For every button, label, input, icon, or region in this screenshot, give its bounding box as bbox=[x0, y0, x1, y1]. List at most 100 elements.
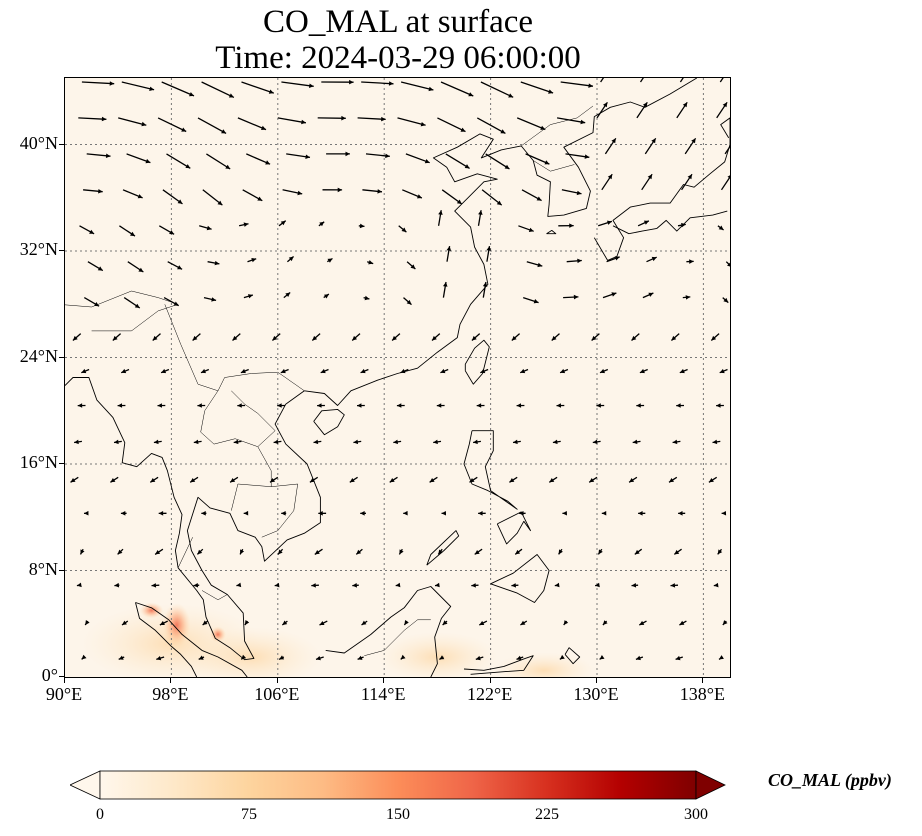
wind-arrowhead bbox=[357, 403, 362, 408]
wind-arrowhead bbox=[121, 368, 127, 374]
wind-arrowhead bbox=[441, 511, 446, 516]
lon-tick-mark bbox=[702, 678, 704, 683]
lat-tick-label: 0° bbox=[41, 665, 58, 685]
wind-arrowhead bbox=[381, 116, 386, 122]
wind-arrowhead bbox=[137, 194, 143, 199]
wind-arrowhead bbox=[552, 439, 558, 445]
wind-arrowhead bbox=[711, 335, 717, 341]
wind-arrowhead bbox=[311, 583, 316, 588]
lon-tick-mark bbox=[383, 678, 385, 683]
wind-arrowhead bbox=[185, 164, 191, 169]
wind-arrowhead bbox=[410, 264, 416, 269]
wind-arrowhead bbox=[97, 266, 103, 271]
wind-arrowhead bbox=[352, 335, 357, 341]
wind-arrowhead bbox=[197, 549, 203, 555]
wind-vector bbox=[78, 117, 107, 120]
wind-arrowhead bbox=[474, 550, 480, 555]
wind-arrowhead bbox=[611, 292, 617, 297]
coastline bbox=[65, 377, 321, 661]
wind-arrowhead bbox=[424, 159, 430, 164]
wind-arrowhead bbox=[651, 138, 656, 144]
wind-arrowhead bbox=[193, 439, 199, 445]
wind-arrowhead bbox=[721, 511, 727, 516]
wind-arrowhead bbox=[313, 439, 319, 445]
coastline bbox=[463, 430, 518, 510]
wind-arrowhead bbox=[80, 549, 85, 555]
coastline bbox=[593, 117, 730, 261]
wind-arrowhead bbox=[406, 299, 412, 305]
coastline bbox=[612, 210, 728, 235]
lon-tick-mark bbox=[596, 678, 597, 683]
wind-vector bbox=[724, 145, 730, 155]
lon-tick-mark bbox=[64, 678, 65, 683]
colorbar-label: CO_MAL (ppbv) bbox=[768, 770, 892, 790]
wind-arrowhead bbox=[719, 368, 725, 374]
wind-arrowhead bbox=[281, 511, 286, 516]
wind-arrowhead bbox=[475, 655, 481, 661]
lat-tick-mark bbox=[59, 569, 64, 571]
wind-arrowhead bbox=[632, 439, 638, 445]
wind-vector bbox=[400, 81, 434, 91]
wind-arrowhead bbox=[240, 549, 245, 555]
wind-arrowhead bbox=[516, 403, 522, 408]
wind-arrowhead bbox=[118, 655, 124, 660]
country-border bbox=[261, 483, 298, 538]
wind-arrowhead bbox=[280, 368, 286, 374]
wind-arrowhead bbox=[589, 478, 595, 483]
lat-tick-mark bbox=[59, 463, 64, 465]
country-border bbox=[533, 160, 575, 172]
wind-arrowhead bbox=[101, 116, 107, 122]
wind-arrowhead bbox=[607, 174, 613, 180]
wind-arrowhead bbox=[681, 222, 686, 228]
wind-arrowhead bbox=[159, 620, 165, 625]
wind-arrowhead bbox=[94, 302, 100, 307]
wind-arrowhead bbox=[471, 583, 476, 588]
wind-vector bbox=[206, 153, 231, 170]
lat-tick-mark bbox=[59, 356, 64, 358]
wind-arrowhead bbox=[549, 478, 555, 483]
wind-arrowhead bbox=[122, 620, 127, 625]
lon-tick-label: 114°E bbox=[360, 684, 406, 704]
colorbar-tick-label: 150 bbox=[386, 806, 410, 823]
coastline bbox=[546, 229, 557, 235]
wind-arrowhead bbox=[181, 127, 187, 132]
lat-tick-label: 32°N bbox=[19, 239, 58, 260]
wind-arrowhead bbox=[274, 582, 280, 588]
wind-arrowhead bbox=[509, 478, 515, 483]
wind-arrowhead bbox=[110, 478, 116, 483]
wind-arrowhead bbox=[432, 335, 437, 341]
wind-arrowhead bbox=[117, 403, 123, 408]
wind-arrowhead bbox=[540, 125, 546, 130]
wind-arrowhead bbox=[158, 511, 164, 516]
wind-arrowhead bbox=[317, 403, 322, 408]
wind-arrowhead bbox=[440, 368, 446, 374]
wind-arrowhead bbox=[558, 549, 563, 555]
wind-arrowhead bbox=[279, 655, 285, 660]
wind-arrowhead bbox=[556, 403, 561, 408]
wind-arrowhead bbox=[717, 549, 723, 555]
wind-arrowhead bbox=[155, 550, 161, 555]
wind-arrowhead bbox=[478, 511, 483, 516]
wind-arrowhead bbox=[598, 549, 603, 555]
colorbar-tick-label: 75 bbox=[241, 806, 257, 823]
wind-arrowhead bbox=[671, 335, 677, 341]
wind-arrowhead bbox=[584, 154, 590, 159]
wind-arrowhead bbox=[84, 510, 89, 516]
wind-vector bbox=[516, 117, 546, 131]
colorbar-tick-label: 300 bbox=[684, 806, 708, 823]
wind-arrowhead bbox=[309, 83, 314, 88]
wind-arrowhead bbox=[438, 210, 443, 215]
country-border bbox=[521, 105, 594, 147]
wind-arrowhead bbox=[519, 511, 524, 516]
colorbar-extend-min bbox=[70, 770, 101, 800]
wind-arrowhead bbox=[648, 292, 654, 297]
lat-tick-label: 16°N bbox=[19, 452, 58, 473]
wind-arrowhead bbox=[237, 403, 242, 408]
wind-arrowhead bbox=[647, 174, 653, 180]
wind-vector bbox=[719, 78, 724, 83]
wind-arrowhead bbox=[631, 335, 637, 341]
wind-arrowhead bbox=[674, 549, 680, 555]
wind-arrowhead bbox=[576, 190, 582, 196]
wind-arrowhead bbox=[85, 620, 90, 625]
wind-arrowhead bbox=[70, 478, 76, 483]
